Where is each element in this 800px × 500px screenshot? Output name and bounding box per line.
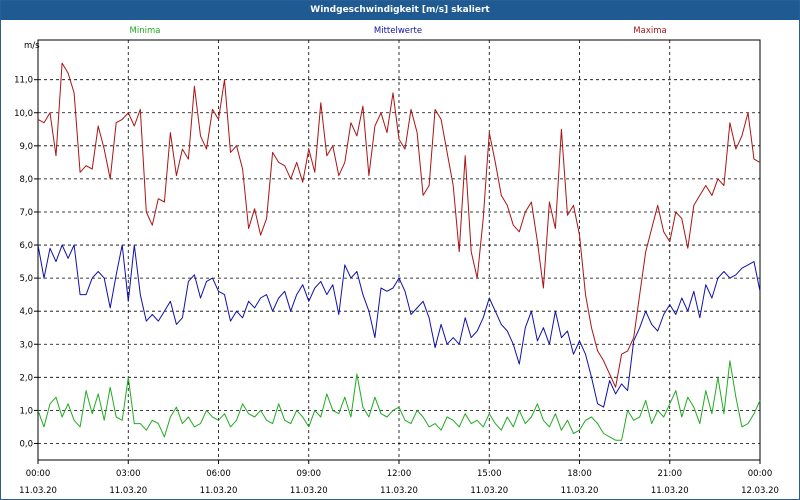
chart-title: Windgeschwindigkeit [m/s] skaliert (1, 1, 799, 20)
x-tick-date: 11.03.20 (19, 486, 57, 496)
series-lines (37, 62, 761, 441)
y-axis-unit: m/s (24, 41, 40, 51)
x-tick-time: 21:00 (658, 469, 683, 479)
grid-lines (38, 40, 760, 460)
x-tick-date: 11.03.20 (561, 486, 599, 496)
y-tick-label: 9,0 (19, 142, 33, 152)
legend-maxima: Maxima (633, 26, 666, 36)
legend-minima: Minima (130, 26, 161, 36)
series-line-minima (37, 360, 761, 441)
y-tick-label: 0,0 (19, 439, 33, 449)
series-line-mittelwerte (37, 244, 761, 408)
x-tick-date: 11.03.20 (290, 486, 328, 496)
x-tick-time: 00:00 (26, 469, 51, 479)
series-line-maxima (37, 62, 761, 388)
x-tick-date: 12.03.20 (741, 486, 779, 496)
x-tick-date: 11.03.20 (651, 486, 689, 496)
y-tick-label: 4,0 (19, 307, 33, 317)
y-tick-label: 3,0 (19, 340, 33, 350)
y-tick-label: 1,0 (19, 406, 33, 416)
x-tick-date: 11.03.20 (470, 486, 508, 496)
y-tick-label: 2,0 (19, 373, 33, 383)
x-tick-time: 03:00 (116, 469, 141, 479)
y-axis: 0,0 1,0 2,0 3,0 4,0 5,0 6,0 7,0 8,0 9,0 10,0 11,0 (14, 76, 38, 449)
y-tick-label: 5,0 (19, 274, 33, 284)
x-tick-date: 11.03.20 (380, 486, 418, 496)
x-tick-time: 15:00 (477, 469, 502, 479)
x-tick-time: 12:00 (387, 469, 412, 479)
y-tick-label: 11,0 (14, 76, 33, 86)
x-tick-date: 11.03.20 (109, 486, 147, 496)
x-tick-time: 18:00 (567, 469, 592, 479)
x-tick-time: 06:00 (206, 469, 231, 479)
y-tick-label: 7,0 (19, 208, 33, 218)
x-tick-date: 11.03.20 (200, 486, 238, 496)
x-axis: 00:00 11.03.20 03:00 11.03.20 06:00 11.03.20 0… (19, 460, 779, 496)
x-tick-time: 09:00 (297, 469, 322, 479)
y-tick-label: 10,0 (14, 109, 33, 119)
y-tick-label: 8,0 (19, 175, 33, 185)
y-tick-label: 6,0 (19, 241, 33, 251)
x-tick-time: 00:00 (748, 469, 773, 479)
legend-mittelwerte: Mittelwerte (374, 26, 422, 36)
